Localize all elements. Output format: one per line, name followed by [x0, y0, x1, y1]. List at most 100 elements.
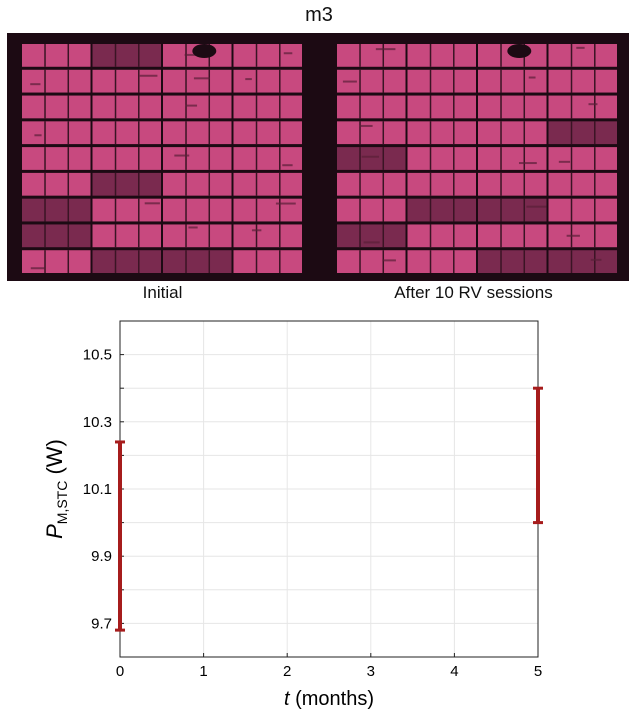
cell-busbar — [500, 121, 502, 145]
cell-busbar — [279, 121, 281, 145]
cell-busbar — [382, 250, 385, 273]
cell-busbar — [500, 172, 502, 196]
cell-busbar — [138, 44, 140, 67]
solar-cell — [233, 69, 302, 93]
solar-cell — [22, 147, 91, 170]
cell-busbar — [255, 198, 258, 222]
cell-busbar — [453, 250, 455, 273]
cell-busbar — [255, 121, 258, 145]
solar-cell — [337, 95, 406, 119]
solar-cell — [478, 121, 547, 145]
solar-cell — [22, 121, 91, 145]
solar-cell — [92, 95, 161, 119]
x-axis-symbol: t — [284, 688, 291, 710]
solar-cell — [22, 95, 91, 119]
cell-busbar — [114, 147, 117, 170]
solar-cell — [478, 198, 547, 222]
cell-busbar — [185, 198, 187, 222]
cell-busbar — [67, 69, 70, 93]
solar-cell — [548, 121, 617, 145]
cell-busbar — [279, 250, 281, 273]
cell-crack — [342, 80, 357, 83]
solar-cell — [548, 224, 617, 248]
cell-busbar — [429, 224, 432, 248]
cell-busbar — [523, 224, 526, 248]
y-axis-subscript: M,STC — [54, 481, 70, 525]
cell-busbar — [279, 95, 281, 119]
y-axis-symbol: P — [42, 524, 67, 539]
cell-busbar — [382, 95, 385, 119]
cell-busbar — [208, 147, 211, 170]
cell-crack — [184, 53, 200, 56]
cell-busbar — [594, 69, 596, 93]
cell-crack — [144, 202, 160, 205]
solar-cell — [22, 250, 91, 273]
solar-cell — [337, 121, 406, 145]
cell-busbar — [138, 250, 140, 273]
solar-cell — [233, 198, 302, 222]
cell-crack — [361, 155, 380, 158]
solar-cell — [92, 121, 161, 145]
cell-busbar — [44, 44, 46, 67]
cell-busbar — [570, 121, 573, 145]
cell-busbar — [279, 44, 281, 67]
cell-busbar — [185, 121, 187, 145]
cell-busbar — [44, 147, 46, 170]
solar-cell — [548, 95, 617, 119]
cell-busbar — [279, 147, 281, 170]
cell-crack — [30, 267, 45, 270]
cell-busbar — [279, 224, 281, 248]
cell-busbar — [185, 95, 187, 119]
solar-cell — [548, 44, 617, 67]
cell-crack — [275, 202, 296, 205]
cell-crack — [363, 241, 380, 244]
solar-cell — [478, 250, 547, 273]
y-tick-label: 9.7 — [91, 615, 112, 632]
y-axis-unit: (W) — [42, 439, 67, 481]
el-image-initial — [7, 33, 318, 281]
cell-busbar — [359, 95, 361, 119]
cell-crack — [139, 74, 158, 77]
cell-busbar — [359, 69, 361, 93]
solar-cell — [548, 172, 617, 196]
cell-busbar — [453, 172, 455, 196]
cell-crack — [30, 83, 41, 86]
solar-cell — [337, 198, 406, 222]
cell-busbar — [429, 250, 432, 273]
cell-crack — [526, 205, 547, 208]
cell-busbar — [114, 250, 117, 273]
solar-cell — [233, 224, 302, 248]
cell-crack — [576, 46, 585, 49]
x-tick-label: 3 — [367, 663, 375, 680]
cell-busbar — [359, 172, 361, 196]
cell-crack — [185, 104, 198, 107]
power-errorbar-chart: 0 1 2 3 4 5 9.7 9.9 10.1 10.3 10.5 t (months) PM,S… — [42, 320, 543, 710]
cell-busbar — [429, 147, 432, 170]
y-tick-label: 10.3 — [83, 414, 112, 431]
solar-cell — [22, 172, 91, 196]
cell-crack — [566, 234, 580, 237]
solar-cell — [337, 172, 406, 196]
cell-busbar — [67, 44, 70, 67]
cell-busbar — [429, 95, 432, 119]
solar-cell — [478, 69, 547, 93]
cell-busbar — [382, 121, 385, 145]
cell-busbar — [359, 224, 361, 248]
solar-cell — [407, 121, 476, 145]
cell-busbar — [500, 69, 502, 93]
cell-busbar — [208, 250, 211, 273]
solar-cell — [22, 44, 91, 67]
cell-busbar — [67, 95, 70, 119]
y-tick-label: 10.5 — [83, 347, 112, 364]
y-tick-label: 9.9 — [91, 548, 112, 565]
solar-cell — [337, 250, 406, 273]
cell-busbar — [382, 172, 385, 196]
cell-busbar — [570, 147, 573, 170]
cell-busbar — [594, 121, 596, 145]
solar-cell — [163, 121, 232, 145]
cell-crack — [34, 134, 42, 137]
cell-busbar — [67, 198, 70, 222]
cell-crack — [193, 77, 210, 80]
cell-busbar — [208, 224, 211, 248]
cell-busbar — [208, 198, 211, 222]
